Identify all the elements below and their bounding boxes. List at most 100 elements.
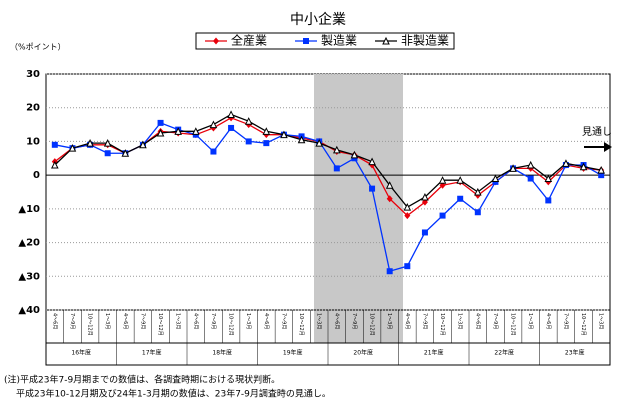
legend-marker	[303, 38, 309, 44]
y-axis-label: （%ポイント）	[10, 43, 66, 52]
point	[156, 128, 165, 137]
point	[297, 135, 306, 144]
legend-label: 全産業	[231, 33, 267, 48]
forecast-arrowhead	[604, 142, 612, 152]
point	[244, 117, 253, 125]
x-tick-label: 10～12月	[87, 313, 93, 336]
point	[457, 195, 464, 202]
point	[262, 127, 271, 135]
x-tick-label: 1～3月	[104, 313, 110, 329]
point	[86, 138, 94, 147]
chart-title: 中小企業	[290, 11, 346, 28]
point	[121, 149, 130, 157]
point	[68, 144, 77, 152]
point	[598, 172, 605, 179]
y-tick-label: ▲20	[18, 238, 40, 249]
legend-label: 製造業	[321, 34, 357, 48]
year-label: 16年度	[71, 349, 91, 357]
point	[474, 187, 482, 196]
point	[210, 148, 217, 155]
point	[209, 120, 218, 129]
year-label: 18年度	[212, 349, 232, 357]
point	[368, 157, 376, 166]
point	[421, 192, 429, 201]
x-tick-label: 4～6月	[404, 313, 410, 329]
x-tick-label: 7～9月	[69, 313, 75, 329]
x-tick-label: 7～9月	[492, 313, 498, 329]
note: (注)平成23年7-9月期までの数値は、各調査時期における現状判断。	[4, 374, 280, 386]
y-tick-label: ▲40	[18, 305, 40, 316]
point	[385, 181, 394, 189]
year-label: 21年度	[424, 349, 444, 357]
y-tick-label: ▲30	[18, 271, 40, 282]
point	[280, 130, 288, 139]
y-tick-label: 20	[26, 103, 40, 114]
point	[386, 268, 393, 275]
shaded-period-axis	[314, 310, 403, 343]
point	[597, 165, 605, 174]
point	[51, 141, 58, 148]
point	[544, 174, 553, 183]
point	[526, 160, 535, 169]
x-tick-label: 10～12月	[157, 313, 163, 336]
point	[562, 159, 570, 167]
point	[491, 174, 500, 183]
year-label: 20年度	[353, 349, 373, 357]
y-tick-label: 0	[33, 170, 40, 181]
x-tick-label: 1～3月	[316, 313, 322, 329]
x-tick-label: 4～6月	[192, 313, 198, 329]
x-tick-label: 1～3月	[527, 313, 533, 329]
y-tick-label: 30	[26, 69, 40, 80]
point	[103, 138, 112, 147]
x-tick-label: 4～6月	[122, 313, 128, 329]
point	[421, 229, 428, 236]
year-label: 19年度	[283, 349, 303, 357]
annotation: 見通し	[582, 126, 612, 138]
point	[350, 150, 359, 159]
point	[403, 203, 412, 211]
y-tick-label: 10	[26, 136, 40, 147]
year-label: 22年度	[494, 349, 514, 357]
point	[263, 140, 270, 147]
x-tick-label: 4～6月	[263, 313, 269, 329]
legend-label: 非製造業	[401, 34, 449, 48]
point	[227, 110, 235, 118]
point	[139, 140, 147, 149]
x-tick-label: 4～6月	[333, 313, 339, 329]
x-tick-label: 7～9月	[280, 313, 286, 329]
point	[51, 160, 59, 169]
x-tick-label: 10～12月	[510, 313, 516, 336]
point	[245, 138, 252, 145]
legend-marker	[382, 36, 390, 45]
x-tick-label: 1～3月	[386, 313, 392, 329]
point	[456, 176, 464, 184]
point	[174, 127, 182, 135]
point	[527, 175, 534, 182]
x-tick-label: 10～12月	[580, 313, 586, 336]
point	[333, 145, 341, 154]
legend-box	[195, 32, 455, 50]
point	[157, 119, 164, 126]
point	[228, 124, 235, 131]
x-tick-label: 1～3月	[245, 313, 251, 329]
year-label: 17年度	[142, 349, 162, 357]
point	[386, 195, 393, 203]
y-tick-label: ▲10	[18, 204, 40, 215]
x-tick-label: 7～9月	[351, 313, 357, 329]
point	[509, 164, 517, 172]
x-tick-label: 4～6月	[51, 313, 57, 329]
point	[404, 212, 411, 220]
note: 平成23年10-12月期及び24年1-3月期の数値は、23年7-9月調査時の見通…	[16, 388, 331, 400]
x-tick-label: 1～3月	[175, 313, 181, 329]
shaded-period	[314, 74, 403, 310]
x-tick-label: 1～3月	[598, 313, 604, 329]
point	[545, 197, 552, 204]
point	[404, 263, 411, 270]
x-tick-label: 1～3月	[457, 313, 463, 329]
x-tick-label: 4～6月	[474, 313, 480, 329]
x-tick-label: 7～9月	[562, 313, 568, 329]
series-line	[54, 113, 602, 209]
x-tick-label: 7～9月	[210, 313, 216, 329]
x-tick-label: 10～12月	[439, 313, 445, 336]
year-label: 23年度	[565, 349, 585, 357]
